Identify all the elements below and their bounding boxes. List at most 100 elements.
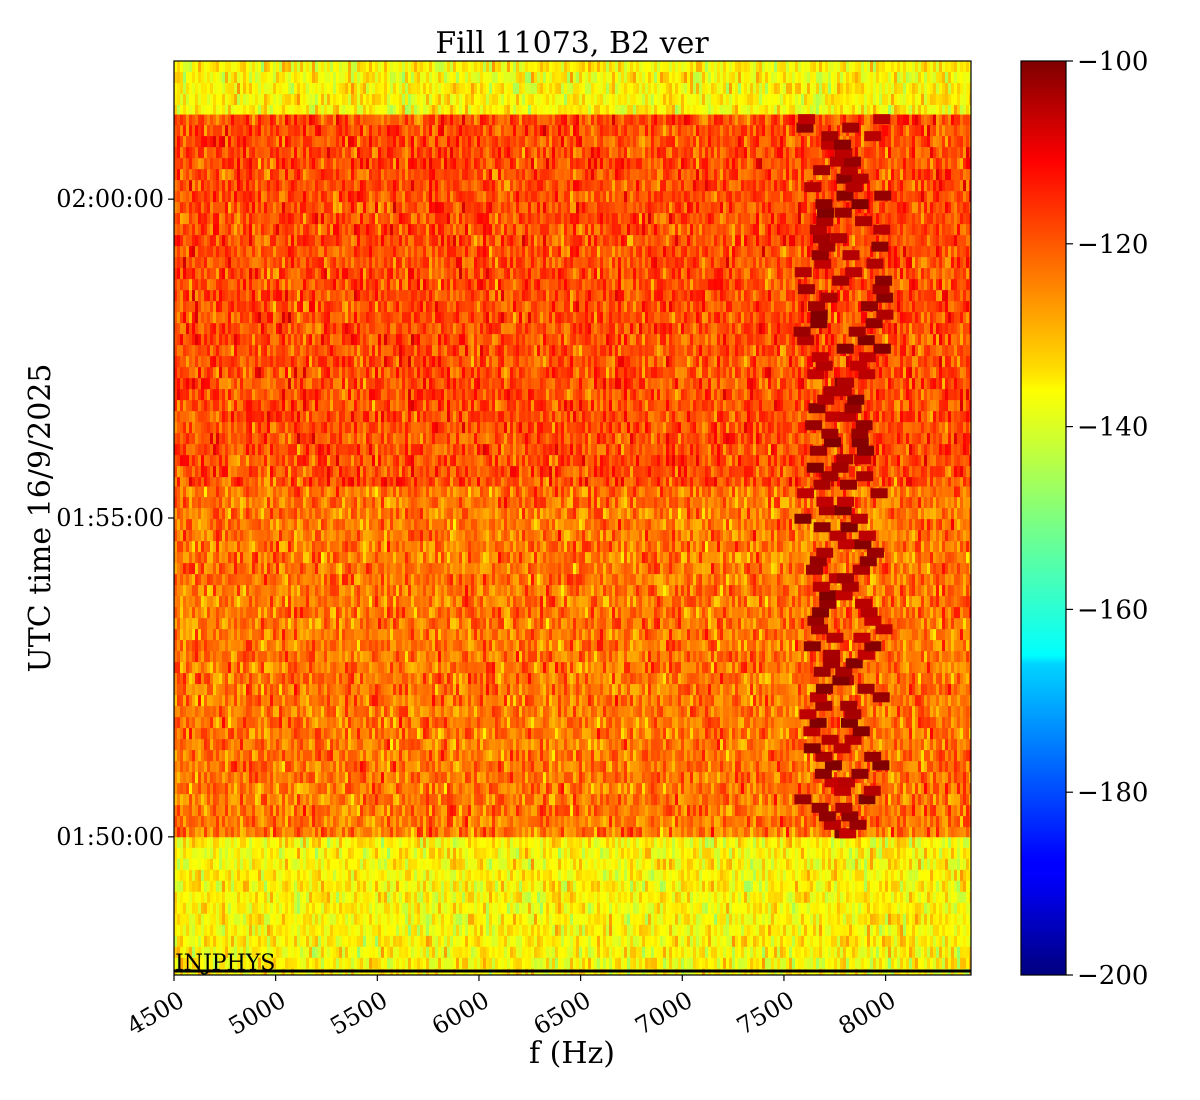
tune-line-2-cell: [845, 403, 862, 413]
tune-line-2-cell: [856, 420, 873, 430]
tune-line-1-cell: [825, 760, 842, 770]
tune-line-2-cell: [872, 760, 889, 770]
tune-line-1-cell: [812, 803, 829, 813]
y-tick-label: 01:50:00: [56, 823, 164, 851]
tune-line-1-cell: [810, 225, 827, 235]
tune-line-2-cell: [839, 412, 856, 422]
tune-line-1-cell: [836, 174, 853, 184]
chart-title: Fill 11073, B2 ver: [435, 26, 709, 61]
tune-line-1-cell: [810, 446, 827, 456]
tune-line-2-cell: [845, 267, 862, 277]
tune-line-2-cell: [876, 310, 893, 320]
tune-line-2-cell: [873, 692, 890, 702]
tune-line-2-cell: [847, 395, 864, 405]
tune-line-2-cell: [849, 820, 866, 830]
tune-line-1-cell: [816, 216, 833, 226]
tune-line-1-cell: [819, 590, 836, 600]
tune-line-1-cell: [813, 165, 830, 175]
tune-line-1-cell: [808, 403, 825, 413]
tune-line-2-cell: [865, 641, 882, 651]
tune-line-1-cell: [811, 310, 828, 320]
tune-line-1-cell: [819, 811, 836, 821]
y-tick-label: 02:00:00: [56, 185, 164, 213]
tune-line-2-cell: [855, 599, 872, 609]
colorbar-tick-label: −100: [1077, 47, 1148, 77]
tune-line-1-cell: [811, 624, 828, 634]
tune-line-1-cell: [824, 437, 841, 447]
tune-line-1-cell: [797, 335, 814, 345]
tune-line-2-cell: [856, 471, 873, 481]
tune-line-1-cell: [806, 565, 823, 575]
tune-line-1-cell: [796, 123, 813, 133]
tune-line-1-cell: [814, 259, 831, 269]
tune-line-2-cell: [841, 522, 858, 532]
tune-line-2-cell: [861, 301, 878, 311]
x-tick-label: 5500: [325, 986, 392, 1041]
tune-line-2-cell: [864, 786, 881, 796]
tune-line-1-cell: [818, 242, 835, 252]
x-axis-label: f (Hz): [529, 1036, 615, 1071]
tune-line-2-cell: [853, 565, 870, 575]
tune-line-2-cell: [861, 607, 878, 617]
tune-line-1-cell: [817, 395, 834, 405]
tune-line-2-cell: [864, 616, 881, 626]
tune-line-2-cell: [854, 454, 871, 464]
colorbar-tick-label: −160: [1077, 595, 1148, 625]
tune-line-2-cell: [858, 650, 875, 660]
tune-line-2-cell: [873, 284, 890, 294]
tune-line-2-cell: [834, 140, 851, 150]
tune-line-2-cell: [842, 250, 859, 260]
tune-line-2-cell: [851, 429, 868, 439]
tune-line-2-cell: [852, 174, 869, 184]
tune-line-1-cell: [823, 650, 840, 660]
tune-line-1-cell: [815, 769, 832, 779]
tune-line-1-cell: [838, 539, 855, 549]
tune-line-2-cell: [846, 658, 863, 668]
tune-line-2-cell: [841, 811, 858, 821]
tune-line-2-cell: [839, 828, 856, 838]
y-axis-label: UTC time 16/9/2025: [23, 364, 58, 673]
tune-line-2-cell: [864, 752, 881, 762]
tune-line-1-cell: [798, 114, 815, 124]
annotation-label: INJPHYS: [175, 951, 275, 976]
tune-line-1-cell: [815, 199, 832, 209]
tune-line-1-cell: [810, 718, 827, 728]
tune-line-2-cell: [835, 208, 852, 218]
tune-line-1-cell: [816, 497, 833, 507]
tune-line-1-cell: [816, 361, 833, 371]
tune-line-1-cell: [813, 233, 830, 243]
tune-line-2-cell: [867, 548, 884, 558]
tune-line-1-cell: [812, 352, 829, 362]
tune-line-2-cell: [875, 624, 892, 634]
tune-line-1-cell: [816, 684, 833, 694]
x-tick-label: 7500: [732, 986, 799, 1041]
colorbar-tick-label: −120: [1077, 230, 1148, 260]
tune-line-2-cell: [874, 191, 891, 201]
tune-line-1-cell: [807, 369, 824, 379]
tune-line-2-cell: [866, 259, 883, 269]
tune-line-2-cell: [837, 573, 854, 583]
tune-line-1-cell: [797, 488, 814, 498]
y-tick-label: 01:55:00: [56, 504, 164, 532]
y-axis: 01:50:00 01:55:00 02:00:00: [56, 185, 174, 851]
tune-line-2-cell: [838, 777, 855, 787]
tune-line-1-cell: [805, 420, 822, 430]
tune-line-2-cell: [835, 386, 852, 396]
tune-line-2-cell: [874, 344, 891, 354]
tune-line-2-cell: [832, 675, 849, 685]
tune-line-1-cell: [837, 344, 854, 354]
tune-line-1-cell: [794, 327, 811, 337]
tune-line-2-cell: [837, 497, 854, 507]
tune-line-2-cell: [871, 488, 888, 498]
tune-line-2-cell: [851, 514, 868, 524]
tune-line-2-cell: [859, 352, 876, 362]
tune-line-2-cell: [832, 463, 849, 473]
tune-line-1-cell: [816, 548, 833, 558]
tune-line-1-cell: [804, 641, 821, 651]
tune-line-1-cell: [814, 522, 831, 532]
tune-line-2-cell: [835, 667, 852, 677]
tune-line-2-cell: [836, 590, 853, 600]
tune-line-2-cell: [844, 709, 861, 719]
tune-line-2-cell: [860, 556, 877, 566]
tune-line-1-cell: [819, 505, 836, 515]
